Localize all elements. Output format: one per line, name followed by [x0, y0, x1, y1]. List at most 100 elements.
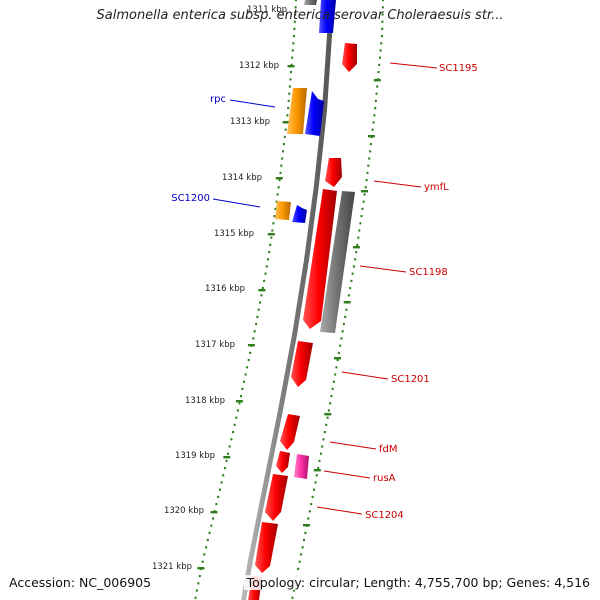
gene-sc1195[interactable] [342, 43, 357, 72]
tick-dot [290, 71, 292, 74]
outer-tick-ring [291, 0, 384, 599]
tick-dot [347, 294, 350, 297]
tick-dot [294, 13, 297, 16]
tick-dot [269, 243, 272, 246]
tick-dot [355, 251, 358, 254]
kbp-label: 1314 kbp [222, 173, 262, 183]
tick-dot [286, 114, 289, 117]
tick-dot [379, 49, 382, 52]
tick-dot [326, 416, 329, 419]
tick-dot [381, 27, 384, 30]
tick-dot [304, 531, 307, 534]
tick-dot [273, 215, 276, 218]
tick-dot [371, 128, 374, 131]
gene-top-blue[interactable] [319, 0, 336, 33]
tick-dot [293, 27, 296, 30]
tick-dot [282, 143, 285, 146]
gene-red-sc1198[interactable] [303, 189, 337, 329]
gene-red-ymfL[interactable] [325, 158, 342, 187]
tick-dot [289, 78, 292, 81]
gene-label-sc1198[interactable]: SC1198 [409, 267, 448, 278]
tick-dot [359, 222, 362, 225]
gene-rpc-orange[interactable] [287, 88, 307, 134]
gene-sc1200-orange[interactable] [275, 201, 291, 220]
tick-dot [255, 323, 258, 326]
tick-dot [274, 207, 277, 210]
tick-dot [354, 258, 357, 261]
gene-red-fdm[interactable] [280, 414, 300, 450]
tick-dot [341, 330, 344, 333]
tick-dot [350, 279, 353, 282]
gene-label-rusa[interactable]: rusA [373, 473, 396, 484]
tick-dot [220, 481, 223, 484]
tick-dot [372, 121, 375, 124]
gene-rusa-magenta[interactable] [294, 454, 309, 479]
tick-dot [315, 474, 318, 477]
gene-sc1198-gray[interactable] [320, 191, 355, 333]
gene-red-sc1204[interactable] [265, 474, 288, 521]
tick-dot [201, 560, 204, 563]
gene-label-rpc[interactable]: rpc [210, 94, 226, 105]
inner-tick-ring [194, 0, 297, 599]
tick-major [352, 246, 360, 249]
tick-dot [223, 467, 226, 470]
tick-dot [268, 251, 271, 254]
tick-dot [381, 20, 384, 23]
gene-label-fdm[interactable]: fdM [379, 444, 398, 455]
tick-dot [198, 575, 201, 578]
kbp-label: 1311 kbp [247, 5, 287, 15]
tick-dot [380, 35, 383, 38]
tick-dot [295, 0, 297, 2]
tick-dot [263, 279, 266, 282]
tick-dot [356, 243, 359, 246]
gene-rpc-blue[interactable] [305, 91, 324, 136]
tick-dot [232, 431, 234, 434]
tick-dot [230, 438, 233, 441]
tick-dot [373, 114, 376, 117]
gene-top-gray[interactable] [304, 0, 317, 5]
gene-sc1200-blue[interactable] [292, 205, 307, 223]
tick-dot [228, 445, 231, 448]
tick-dot [368, 157, 371, 160]
tick-dot [276, 193, 279, 196]
tick-dot [264, 272, 267, 275]
tick-major [282, 121, 290, 124]
tick-dot [252, 337, 255, 340]
tick-major [267, 233, 275, 236]
kbp-label: 1318 kbp [185, 396, 225, 406]
tick-major [223, 456, 231, 459]
tick-dot [270, 236, 273, 239]
kbp-label: 1315 kbp [214, 229, 254, 239]
gene-label-sc1200[interactable]: SC1200 [171, 193, 210, 204]
tick-major [361, 190, 369, 193]
tick-dot [272, 222, 275, 225]
tick-dot [360, 215, 363, 218]
tick-dot [241, 387, 244, 390]
tick-dot [238, 402, 241, 405]
genome-stats-text: Topology: circular; Length: 4,755,700 bp… [243, 575, 590, 590]
tick-dot [362, 200, 365, 203]
kbp-label: 1320 kbp [164, 506, 204, 516]
tick-major [197, 567, 205, 570]
tick-dot [364, 186, 367, 189]
tick-dot [284, 128, 287, 131]
tick-dot [369, 150, 372, 153]
tick-dot [212, 517, 214, 520]
tick-dot [291, 56, 294, 59]
gene-label-sc1201[interactable]: SC1201 [391, 374, 430, 385]
tick-dot [329, 402, 332, 405]
tick-dot [378, 63, 381, 66]
tick-major [275, 177, 283, 180]
tick-dot [366, 171, 369, 174]
gene-label-sc1195[interactable]: SC1195 [439, 63, 478, 74]
gene-red-rusa[interactable] [276, 451, 290, 473]
tick-dot [322, 438, 325, 441]
tick-major [235, 400, 243, 403]
gene-red-sc1201[interactable] [291, 341, 313, 387]
gene-red-lower[interactable] [255, 522, 278, 573]
gene-label-sc1204[interactable]: SC1204 [365, 510, 404, 521]
tick-dot [282, 150, 285, 153]
tick-major [324, 413, 332, 416]
gene-label-ymfl[interactable]: ymfL [424, 182, 449, 193]
tick-dot [381, 13, 384, 16]
